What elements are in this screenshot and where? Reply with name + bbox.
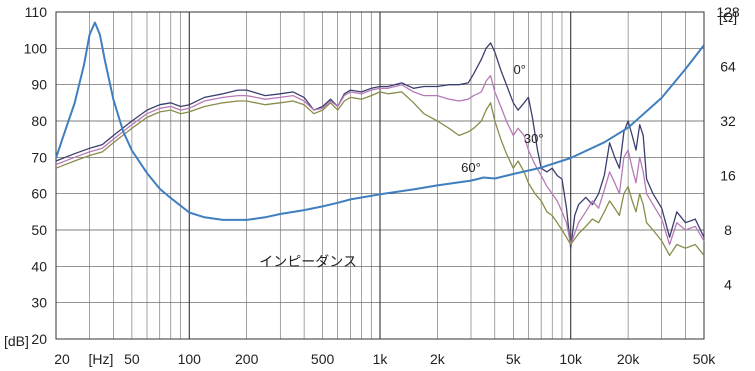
series-line — [55, 91, 705, 257]
y2-tick-label: 4 — [724, 277, 732, 293]
impedance-label: インピーダンス — [259, 253, 357, 269]
y-tick-label: 70 — [31, 149, 47, 165]
x-tick-label: 10k — [559, 351, 583, 367]
y-unit-label: [dB] — [4, 333, 29, 349]
x-tick-label: 500 — [311, 351, 335, 367]
y-tick-label: 30 — [31, 295, 47, 311]
y2-tick-label: 8 — [724, 222, 732, 238]
y2-tick-label: 32 — [720, 113, 736, 129]
y-tick-label: 110 — [25, 4, 48, 20]
x-unit-label: [Hz] — [89, 351, 114, 367]
x-tick-label: 200 — [235, 351, 259, 367]
y2-unit-label: [Ω] — [719, 9, 737, 25]
y2-tick-label: 16 — [720, 168, 736, 184]
y-tick-label: 20 — [31, 331, 47, 347]
angle-label: 0° — [513, 62, 525, 77]
y-tick-label: 100 — [24, 40, 48, 56]
y-tick-label: 60 — [31, 186, 47, 202]
plot-grid — [56, 12, 704, 339]
series-line — [55, 21, 705, 221]
plot-series — [55, 21, 705, 257]
x-tick-label: 5k — [506, 351, 522, 367]
x-tick-label: 20k — [617, 351, 641, 367]
plot-frame — [55, 11, 705, 340]
x-tick-label: 1k — [373, 351, 389, 367]
y-tick-label: 40 — [31, 258, 47, 274]
y-tick-label: 50 — [31, 222, 47, 238]
y2-tick-label: 128 — [716, 4, 740, 20]
x-tick-label: 50k — [693, 351, 717, 367]
series-line — [55, 42, 705, 249]
x-tick-label: 20 — [54, 351, 70, 367]
plot-labels: 1101009080706050403020[dB]12864321684[Ω]… — [4, 4, 740, 367]
y2-tick-label: 64 — [720, 59, 736, 75]
series-line — [55, 74, 705, 246]
x-tick-label: 2k — [430, 351, 446, 367]
y-tick-label: 90 — [31, 77, 47, 93]
y-tick-label: 80 — [31, 113, 47, 129]
x-tick-label: 50 — [124, 351, 140, 367]
x-tick-label: 100 — [178, 351, 202, 367]
angle-label: 30° — [524, 131, 544, 146]
angle-label: 60° — [461, 160, 481, 175]
